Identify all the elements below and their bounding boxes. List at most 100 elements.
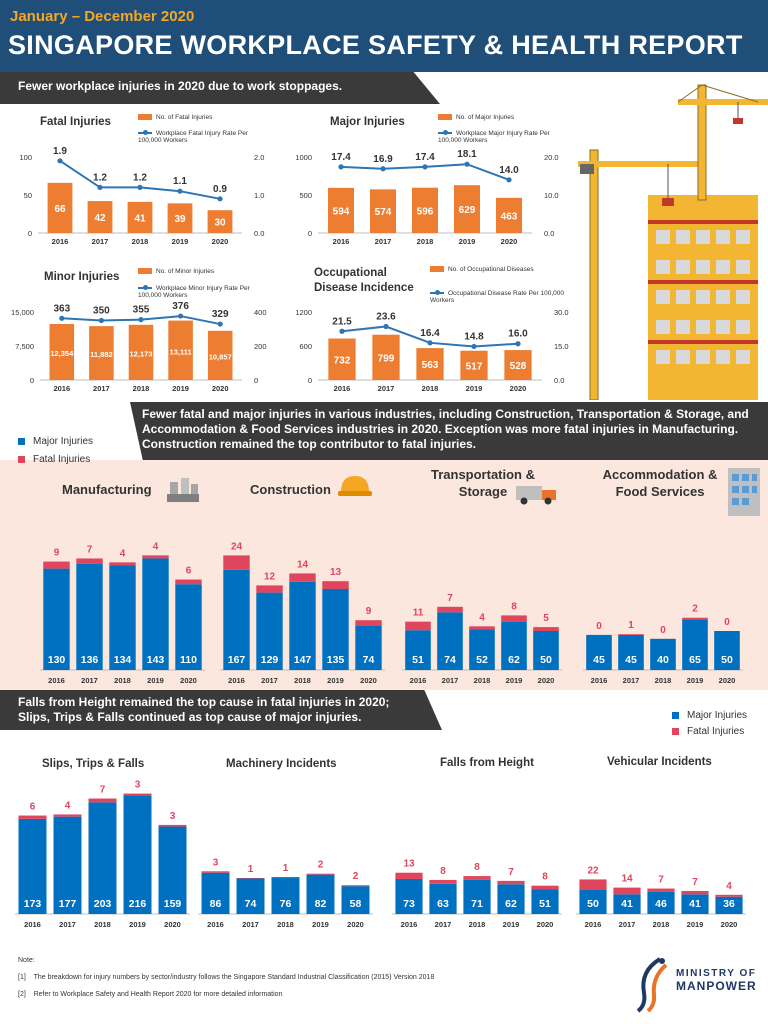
chart-machinery: 86 3 2016 74 1 2017 76 1 2018 82 2 2019 58 2 2020 [198, 857, 373, 929]
logo-line-2: MANPOWER [676, 979, 757, 993]
banner-causes: Falls from Height remained the top cause… [0, 690, 442, 730]
legend-fatal-swatch [672, 727, 679, 735]
x-tick-label: 2020 [719, 676, 736, 685]
x-tick-label: 2016 [591, 676, 608, 685]
bar-fatal [142, 555, 169, 559]
bar-fatal [158, 824, 187, 827]
y-tick-label-right: 0.0 [554, 376, 564, 385]
bar-fatal [531, 885, 559, 890]
x-tick-label: 2018 [277, 920, 294, 929]
title-vehicular: Vehicular Incidents [607, 756, 712, 768]
rate-point [59, 315, 65, 321]
major-value-label: 167 [228, 654, 246, 666]
bar [49, 323, 75, 380]
bar-major [715, 896, 743, 914]
x-tick-label: 2019 [172, 384, 189, 393]
bar-major [88, 802, 117, 914]
bar-value-label: 463 [501, 211, 518, 222]
bar-major [175, 584, 202, 670]
bar-major [256, 592, 283, 670]
chart-construction: 167 24 2016 129 12 2017 147 14 2018 135 13 2019 74 9 2… [220, 541, 385, 685]
header-band: January – December 2020 SINGAPORE WORKPL… [0, 0, 768, 72]
fatal-value-label: 8 [542, 872, 548, 883]
bar-fatal [715, 894, 743, 897]
y-tick-label: 1000 [295, 153, 312, 162]
fatal-value-label: 5 [543, 613, 549, 624]
bar-fatal [681, 890, 709, 895]
y-tick-label-right: 0 [254, 376, 258, 385]
legend-bar-swatch [438, 114, 452, 121]
fatal-value-label: 2 [692, 604, 698, 615]
fatal-value-label: 0 [660, 625, 666, 636]
bar-major [405, 630, 431, 670]
x-tick-label: 2020 [537, 920, 554, 929]
rate-point [422, 164, 428, 170]
legend-bar-swatch [138, 114, 152, 121]
fatal-value-label: 6 [30, 802, 36, 813]
fatal-value-label: 3 [213, 857, 219, 868]
rate-label: 1.2 [133, 172, 147, 183]
bar [167, 203, 193, 233]
bar-major [123, 795, 152, 914]
bar [87, 201, 113, 233]
rate-label: 1.1 [173, 176, 187, 187]
rate-point [57, 158, 63, 164]
bar-fatal [405, 621, 431, 631]
major-value-label: 52 [476, 654, 488, 666]
bar-major [76, 563, 103, 670]
major-value-label: 147 [294, 654, 312, 666]
major-value-label: 135 [327, 654, 345, 666]
major-value-label: 177 [59, 898, 77, 910]
note-1: [1] The breakdown for injury numbers by … [18, 974, 435, 981]
rate-point [380, 166, 386, 172]
rate-point [217, 321, 223, 327]
chart-title-fatal: Fatal Injuries [40, 116, 111, 128]
legend-major-swatch [18, 437, 25, 445]
chart-transport: 51 11 2016 74 7 2017 52 4 2018 62 8 2019 50 5 2020 [402, 593, 562, 685]
fatal-value-label: 9 [54, 548, 60, 559]
x-tick-label: 2019 [503, 920, 520, 929]
bar-fatal [76, 558, 103, 564]
bar-value-label: 41 [134, 213, 146, 224]
bar-fatal [533, 627, 559, 631]
bar-value-label: 11,882 [90, 350, 113, 359]
y-tick-label: 600 [299, 342, 312, 351]
bar-fatal [497, 880, 525, 885]
rate-label: 0.9 [213, 184, 227, 195]
major-value-label: 74 [444, 654, 456, 666]
major-value-label: 41 [621, 898, 633, 910]
bar-major [322, 589, 349, 670]
fatal-value-label: 7 [692, 877, 698, 888]
major-value-label: 76 [280, 898, 292, 910]
legend-major-industry: Major Injuries [18, 436, 93, 447]
bar-major [236, 878, 265, 914]
rate-label: 329 [212, 309, 229, 320]
legend-fatal-swatch [18, 455, 25, 463]
fatal-value-label: 14 [621, 874, 633, 885]
fatal-value-label: 14 [297, 559, 309, 570]
x-tick-label: 2017 [242, 920, 259, 929]
x-tick-label: 2019 [312, 920, 329, 929]
bar-major [463, 879, 491, 914]
banner-industries: Fewer fatal and major injuries in variou… [130, 402, 768, 460]
bar-value-label: 12,173 [130, 349, 153, 358]
x-tick-label: 2017 [92, 237, 109, 246]
x-tick-label: 2018 [133, 384, 150, 393]
fatal-value-label: 9 [366, 606, 372, 617]
bar-major [533, 631, 559, 670]
x-tick-label: 2016 [585, 920, 602, 929]
bar-value-label: 30 [214, 218, 226, 229]
rate-point [137, 184, 143, 190]
legend-major-line: Workplace Major Injury Rate Per 100,000 … [438, 130, 550, 144]
y-tick-label: 7,500 [15, 342, 34, 351]
rate-point [338, 164, 344, 170]
rate-point [97, 184, 103, 190]
title-transport: Transportation & Storage [430, 467, 535, 499]
rate-point [217, 196, 223, 202]
title-construction: Construction [250, 482, 331, 497]
report-period: January – December 2020 [10, 8, 195, 25]
x-tick-label: 2018 [474, 676, 491, 685]
fatal-value-label: 22 [587, 865, 599, 876]
x-tick-label: 2020 [360, 676, 377, 685]
rate-point [138, 317, 144, 323]
